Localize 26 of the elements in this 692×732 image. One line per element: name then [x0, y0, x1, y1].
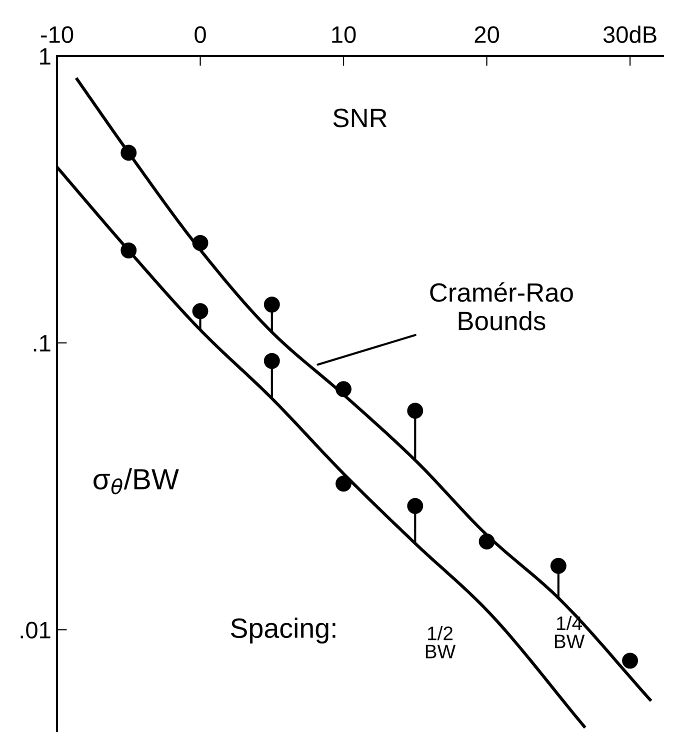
- point: [407, 402, 424, 419]
- point: [336, 381, 352, 398]
- y-tick-label: 1: [40, 48, 50, 65]
- y-tick-label: .1: [34, 335, 50, 352]
- y-tick-label: .01: [20, 622, 50, 639]
- point: [120, 144, 137, 161]
- point: [264, 296, 280, 313]
- point: [192, 303, 208, 320]
- x-tick-label: -10: [40, 26, 74, 43]
- x-axis-title: SNR: [333, 108, 387, 128]
- point: [407, 498, 424, 514]
- point: [336, 476, 352, 492]
- annotation: Cramér-Rao Bounds: [430, 282, 573, 330]
- y-axis-title: σ$_{θ}$/BW: [94, 468, 179, 494]
- x-tick-label: 0: [194, 26, 206, 43]
- point: [478, 534, 495, 550]
- x-tick-label: 30dB: [603, 26, 656, 43]
- point: [550, 558, 566, 574]
- point: [192, 234, 208, 251]
- point: [264, 352, 280, 369]
- x-tick-label: 20: [474, 26, 499, 43]
- point: [622, 652, 638, 669]
- point: [120, 242, 137, 258]
- series-label: 1/2 BW: [426, 626, 456, 658]
- x-tick-label: 10: [332, 26, 356, 43]
- annotation: Spacing:: [230, 618, 336, 644]
